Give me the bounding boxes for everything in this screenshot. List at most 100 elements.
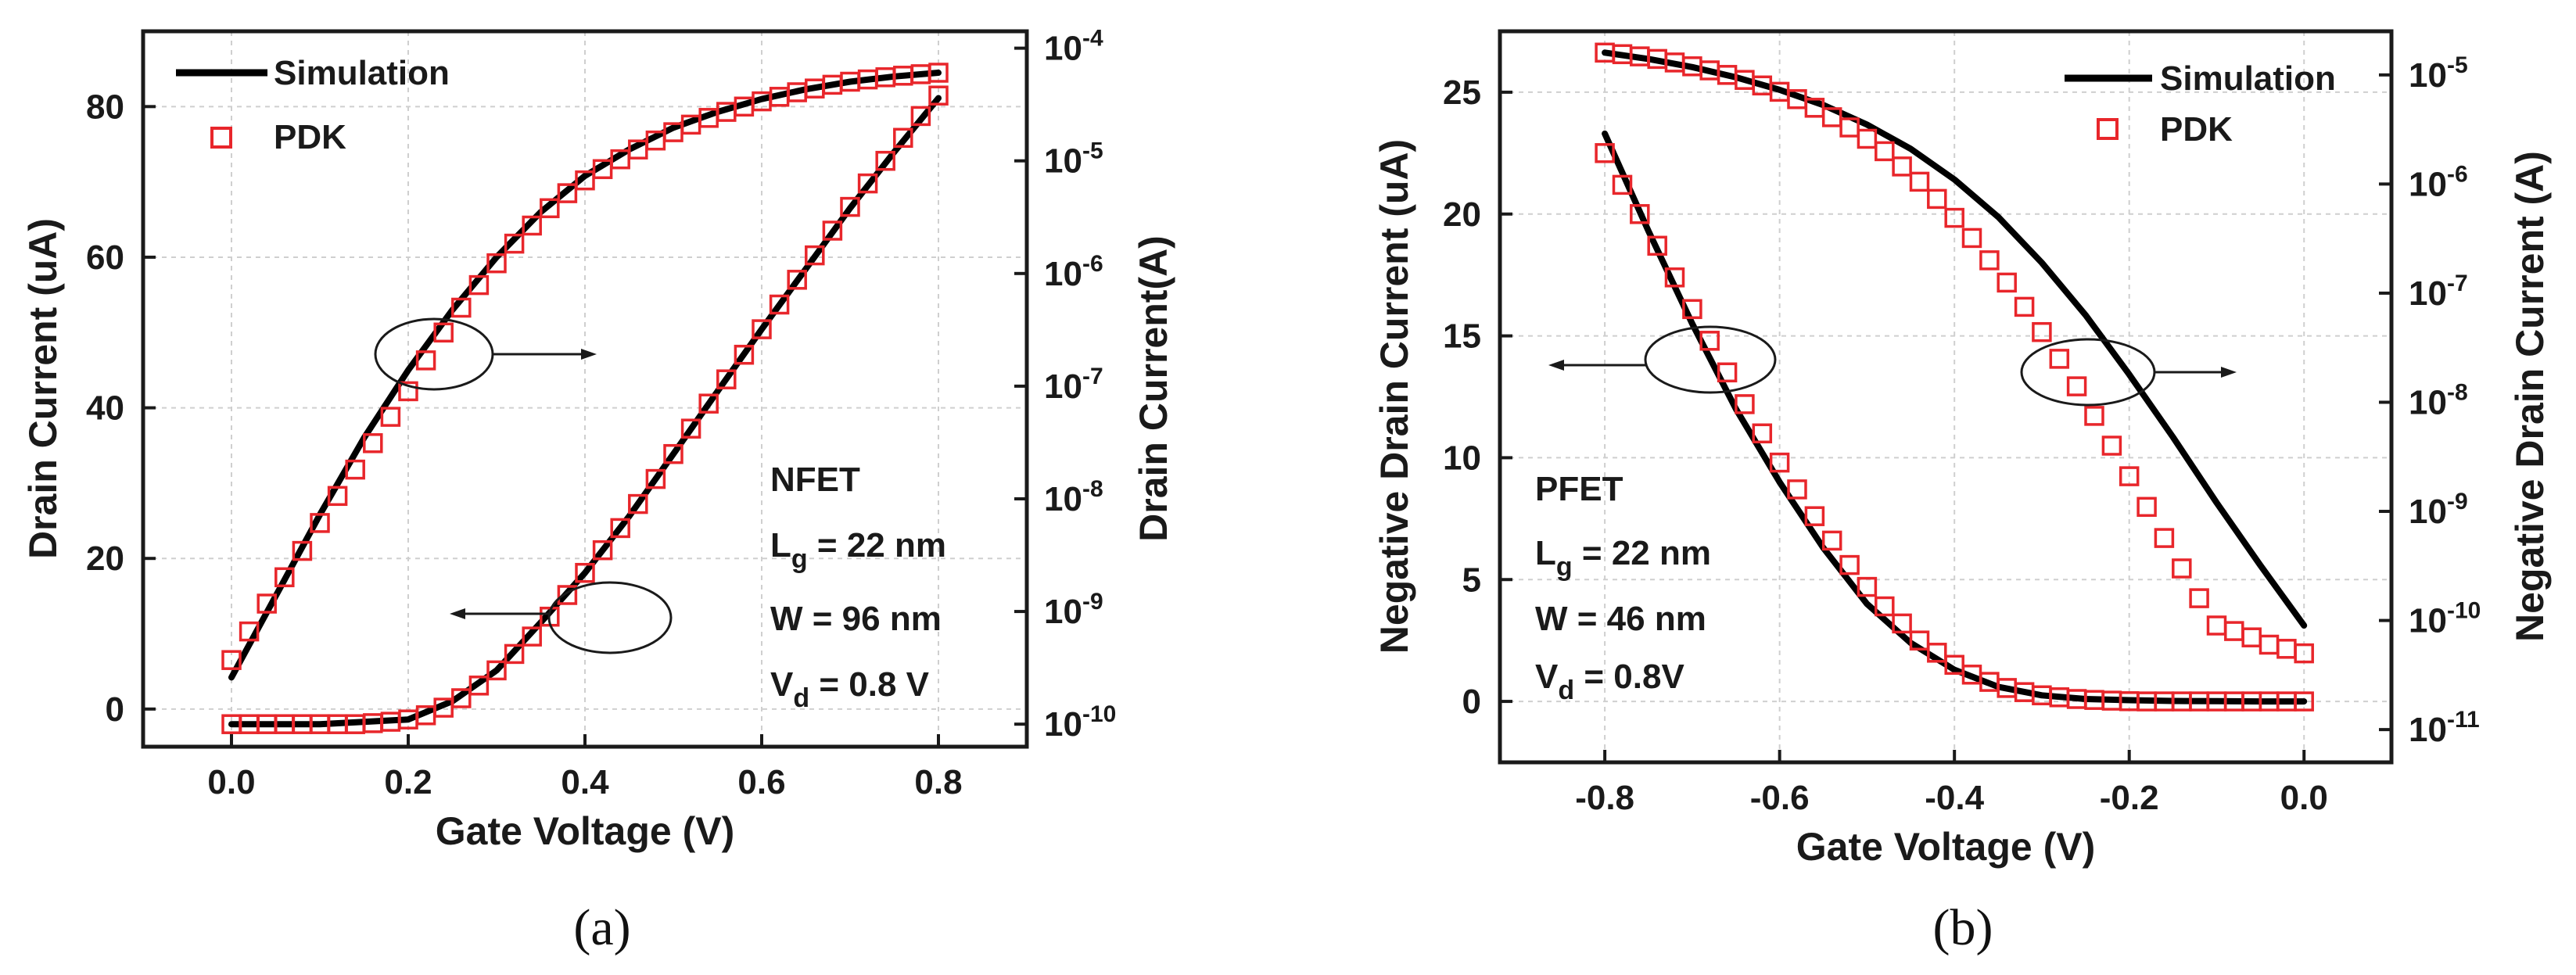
panel-a: 0.0 0.2 0.4 0.6 0.802040608010-1010-910-810-… xyxy=(21,26,1175,956)
y-tick-label-right-base: 10 xyxy=(1044,255,1082,293)
y-tick-label-right: 10-5 xyxy=(2409,52,2468,95)
y-axis-title-left-b: Negative Drain Current (uA) xyxy=(1372,139,1416,654)
y-tick-label-right-base: 10 xyxy=(2409,711,2447,749)
y-tick-label-right-exponent: -4 xyxy=(1082,26,1103,52)
y-axis-title-right-a: Drain Current(A) xyxy=(1132,235,1175,542)
y-tick-label-left: 80 xyxy=(86,88,124,126)
series-line-linear-simulation xyxy=(228,70,942,681)
y-tick-label-right-base: 10 xyxy=(1044,30,1082,68)
y-tick-label-right-exponent: -7 xyxy=(2447,271,2468,296)
pointer-ellipse-log-a xyxy=(547,581,673,654)
pdk-marker-linear xyxy=(1664,267,1685,288)
y-tick-label-right-exponent: -11 xyxy=(2447,707,2480,733)
ticks-a: 0.0 0.2 0.4 0.6 0.802040608010-1010-910-810-… xyxy=(86,26,1116,801)
pdk-marker-linear xyxy=(1630,204,1650,224)
pdk-marker-log xyxy=(2154,528,2175,548)
pdk-marker-linear xyxy=(928,63,949,83)
pdk-marker-log xyxy=(875,150,895,171)
pdk-marker-log xyxy=(468,676,490,696)
pdk-marker-log xyxy=(1979,250,2000,271)
pdk-marker-linear xyxy=(522,215,542,236)
pdk-marker-log xyxy=(2032,321,2052,342)
pdk-marker-linear xyxy=(292,540,313,561)
y-tick-label-right-base: 10 xyxy=(2409,602,2447,640)
y-tick-label-left: 0 xyxy=(1462,683,1481,721)
series-a xyxy=(221,63,949,734)
y-tick-label-right-exponent: -10 xyxy=(2447,598,2481,624)
pointer-arrowhead-linear-a xyxy=(581,349,597,360)
pdk-marker-linear xyxy=(1595,143,1615,163)
y-tick-label-left: 40 xyxy=(86,389,124,428)
pdk-marker-log xyxy=(504,643,525,665)
pdk-marker-log xyxy=(1927,188,1947,210)
ticks-b: -0.8 -0.6 -0.4 -0.2 0.0051015202510-1110-101… xyxy=(1443,52,2481,817)
pdk-marker-linear xyxy=(274,567,295,588)
pdk-marker-linear xyxy=(2294,691,2314,712)
gate-length-a: Lg = 22 nm xyxy=(770,526,946,574)
gate-length-b: Lg = 22 nm xyxy=(1535,534,1711,582)
y-tick-label-right-exponent: -9 xyxy=(2447,489,2468,514)
axis-pointers-a xyxy=(374,317,673,654)
y-tick-label-right: 10-10 xyxy=(2409,598,2481,640)
pdk-marker-linear xyxy=(1875,596,1895,617)
pdk-marker-log xyxy=(1821,107,1842,127)
pdk-marker-log xyxy=(1961,228,1982,249)
pdk-marker-linear xyxy=(415,350,436,371)
x-tick-label: 0.6 xyxy=(737,763,785,801)
x-axis-title-a: Gate Voltage (V) xyxy=(436,809,734,853)
legend-a: Simulation PDK xyxy=(176,54,450,156)
y-tick-label-right-exponent: -5 xyxy=(1082,138,1103,164)
pdk-marker-log xyxy=(663,443,683,464)
pointer-ellipse-linear-b xyxy=(1644,325,1777,394)
y-tick-label-left: 20 xyxy=(1443,195,1481,234)
y-tick-label-right-base: 10 xyxy=(2409,56,2447,95)
pdk-marker-log xyxy=(734,344,755,365)
pdk-marker-log xyxy=(1909,171,1930,192)
legend-pdk-label-b: PDK xyxy=(2160,110,2233,149)
x-tick-label: -0.2 xyxy=(2100,779,2159,817)
caption-b: (b) xyxy=(1933,899,1993,956)
pdk-marker-log xyxy=(752,319,772,339)
y-tick-label-right-exponent: -5 xyxy=(2447,52,2468,78)
pdk-marker-linear xyxy=(1857,576,1878,597)
legend-pdk-marker-a xyxy=(210,127,232,149)
grid-a xyxy=(143,31,1027,747)
device-type-b: PFET xyxy=(1535,470,1623,508)
pdk-marker-log xyxy=(716,369,737,389)
y-tick-label-left: 20 xyxy=(86,539,124,578)
y-tick-label-left: 10 xyxy=(1443,439,1481,477)
pdk-marker-linear xyxy=(221,650,242,670)
width-a: W = 96 nm xyxy=(770,600,942,638)
pdk-marker-log xyxy=(575,562,595,583)
pdk-marker-linear xyxy=(380,407,401,427)
y-tick-label-right: 10-7 xyxy=(1044,364,1103,406)
y-tick-label-right-base: 10 xyxy=(1044,480,1082,518)
y-tick-label-left: 0 xyxy=(106,690,124,729)
x-tick-label: 0.0 xyxy=(207,763,255,801)
pdk-marker-log xyxy=(557,585,578,605)
pdk-marker-log xyxy=(2049,349,2070,369)
y-tick-label-right: 10-8 xyxy=(1044,476,1103,518)
width-b: W = 46 nm xyxy=(1535,600,1706,638)
y-tick-label-right-exponent: -6 xyxy=(2447,161,2468,187)
legend-simulation-label-b: Simulation xyxy=(2160,59,2336,98)
pdk-marker-log xyxy=(645,468,666,489)
pdk-marker-linear xyxy=(1647,235,1667,256)
y-tick-label-right-exponent: -10 xyxy=(1082,701,1116,727)
pdk-marker-log xyxy=(857,173,878,194)
pdk-marker-linear xyxy=(1717,362,1738,383)
legend-pdk-marker-b xyxy=(2097,118,2119,140)
pdk-marker-linear xyxy=(433,322,454,343)
pdk-marker-log xyxy=(1875,141,1895,162)
pdk-marker-linear xyxy=(1804,506,1825,526)
pdk-marker-log xyxy=(2101,436,2122,456)
drain-voltage-b: Vd = 0.8V xyxy=(1535,658,1684,705)
pdk-marker-log xyxy=(2172,558,2192,579)
pdk-marker-log xyxy=(787,270,807,290)
y-tick-label-left: 5 xyxy=(1462,561,1481,599)
pdk-marker-log xyxy=(769,294,790,315)
y-tick-label-right-base: 10 xyxy=(2409,493,2447,531)
y-tick-label-right: 10-4 xyxy=(1044,26,1103,68)
x-tick-label: -0.4 xyxy=(1925,779,1984,817)
